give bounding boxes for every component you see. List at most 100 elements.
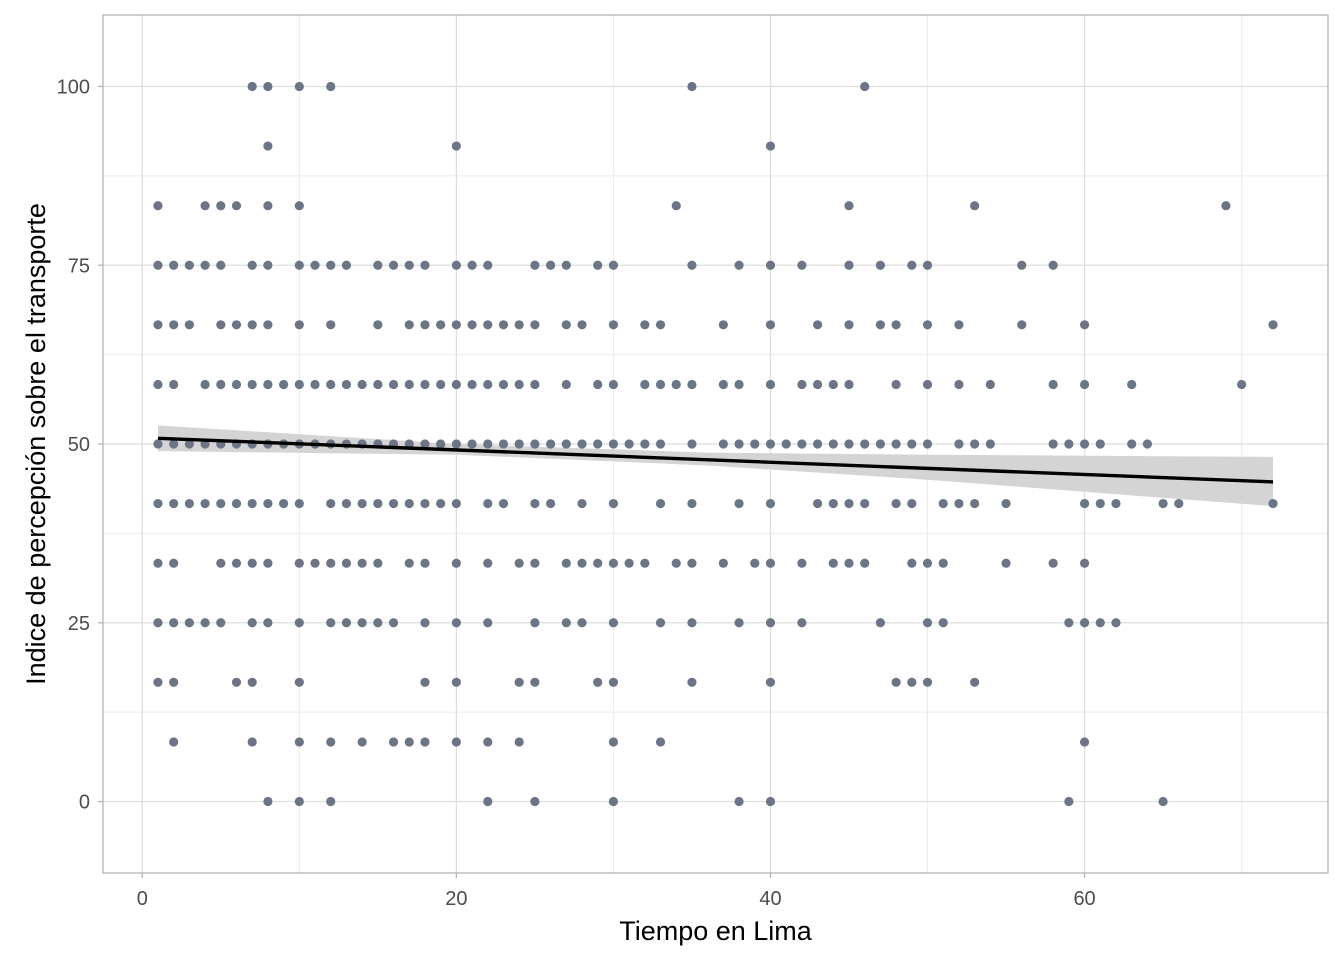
data-point — [294, 558, 304, 568]
data-point — [1079, 498, 1090, 509]
data-point — [263, 81, 273, 92]
data-point — [608, 558, 619, 568]
x-tick-label: 20 — [445, 888, 467, 910]
data-point — [922, 320, 933, 330]
data-point — [938, 618, 948, 628]
data-point — [1095, 498, 1105, 509]
data-point — [875, 320, 886, 330]
data-point — [200, 201, 210, 211]
data-point — [247, 558, 257, 568]
data-point — [247, 498, 257, 509]
data-point — [687, 439, 697, 449]
y-axis-title: Indice de percepción sobre el transporte — [21, 203, 51, 685]
data-point — [687, 618, 697, 628]
data-point — [1048, 379, 1058, 390]
data-point — [765, 320, 776, 330]
data-point — [1064, 618, 1074, 628]
data-point — [153, 379, 163, 390]
data-point — [970, 439, 980, 449]
data-point — [875, 260, 886, 270]
data-point — [467, 260, 477, 270]
data-point — [530, 439, 540, 449]
data-point — [655, 439, 666, 449]
data-point — [687, 558, 697, 568]
data-point — [844, 498, 854, 509]
data-point — [451, 677, 461, 687]
data-point — [640, 320, 650, 330]
data-point — [1064, 796, 1074, 807]
data-point — [530, 796, 540, 807]
data-point — [420, 439, 430, 449]
data-point — [326, 796, 336, 807]
data-point — [797, 618, 807, 628]
data-point — [530, 677, 540, 687]
data-point — [263, 498, 273, 509]
data-point — [577, 618, 587, 628]
data-point — [326, 618, 336, 628]
data-point — [907, 558, 917, 568]
data-point — [922, 260, 933, 270]
data-point — [922, 677, 933, 687]
data-point — [310, 260, 320, 270]
data-point — [891, 677, 901, 687]
data-point — [577, 320, 587, 330]
data-point — [341, 618, 352, 628]
data-point — [860, 81, 870, 92]
data-point — [483, 320, 493, 330]
data-point — [216, 201, 226, 211]
data-point — [1174, 498, 1184, 509]
data-point — [294, 618, 304, 628]
data-point — [860, 498, 870, 509]
data-point — [451, 141, 461, 151]
data-point — [420, 677, 430, 687]
data-point — [326, 558, 336, 568]
data-point — [326, 498, 336, 509]
data-point — [263, 618, 273, 628]
data-point — [561, 618, 571, 628]
data-point — [451, 320, 461, 330]
data-point — [451, 558, 461, 568]
data-point — [891, 439, 901, 449]
data-point — [467, 439, 477, 449]
data-point — [765, 677, 776, 687]
data-point — [1111, 618, 1121, 628]
data-point — [373, 558, 383, 568]
data-point — [828, 498, 838, 509]
data-point — [1142, 439, 1152, 449]
data-point — [844, 260, 854, 270]
data-point — [451, 618, 461, 628]
data-point — [404, 498, 414, 509]
data-point — [169, 260, 179, 270]
data-point — [263, 141, 273, 151]
data-point — [483, 737, 493, 747]
trend-line — [157, 436, 1274, 484]
data-point — [655, 618, 666, 628]
x-axis-title: Tiempo en Lima — [619, 916, 813, 946]
data-point — [341, 379, 352, 390]
data-point — [608, 320, 619, 330]
y-axis-ticks: 0 25 50 75 100 — [57, 77, 103, 814]
data-point — [357, 618, 367, 628]
data-point — [624, 558, 634, 568]
x-tick-label: 60 — [1073, 888, 1095, 910]
data-point — [231, 498, 242, 509]
data-point — [954, 320, 964, 330]
y-tick-label: 25 — [68, 613, 90, 635]
data-point — [687, 81, 697, 92]
data-point — [907, 498, 917, 509]
data-point — [1158, 796, 1168, 807]
data-point — [1221, 201, 1231, 211]
data-point — [231, 558, 242, 568]
data-point — [294, 260, 304, 270]
data-point — [1158, 498, 1168, 509]
data-point — [498, 498, 509, 509]
data-point — [467, 379, 477, 390]
data-point — [561, 320, 571, 330]
data-point — [954, 498, 964, 509]
data-point — [216, 618, 226, 628]
data-point — [279, 379, 289, 390]
data-point — [765, 260, 776, 270]
data-point — [608, 439, 619, 449]
data-point — [294, 379, 304, 390]
